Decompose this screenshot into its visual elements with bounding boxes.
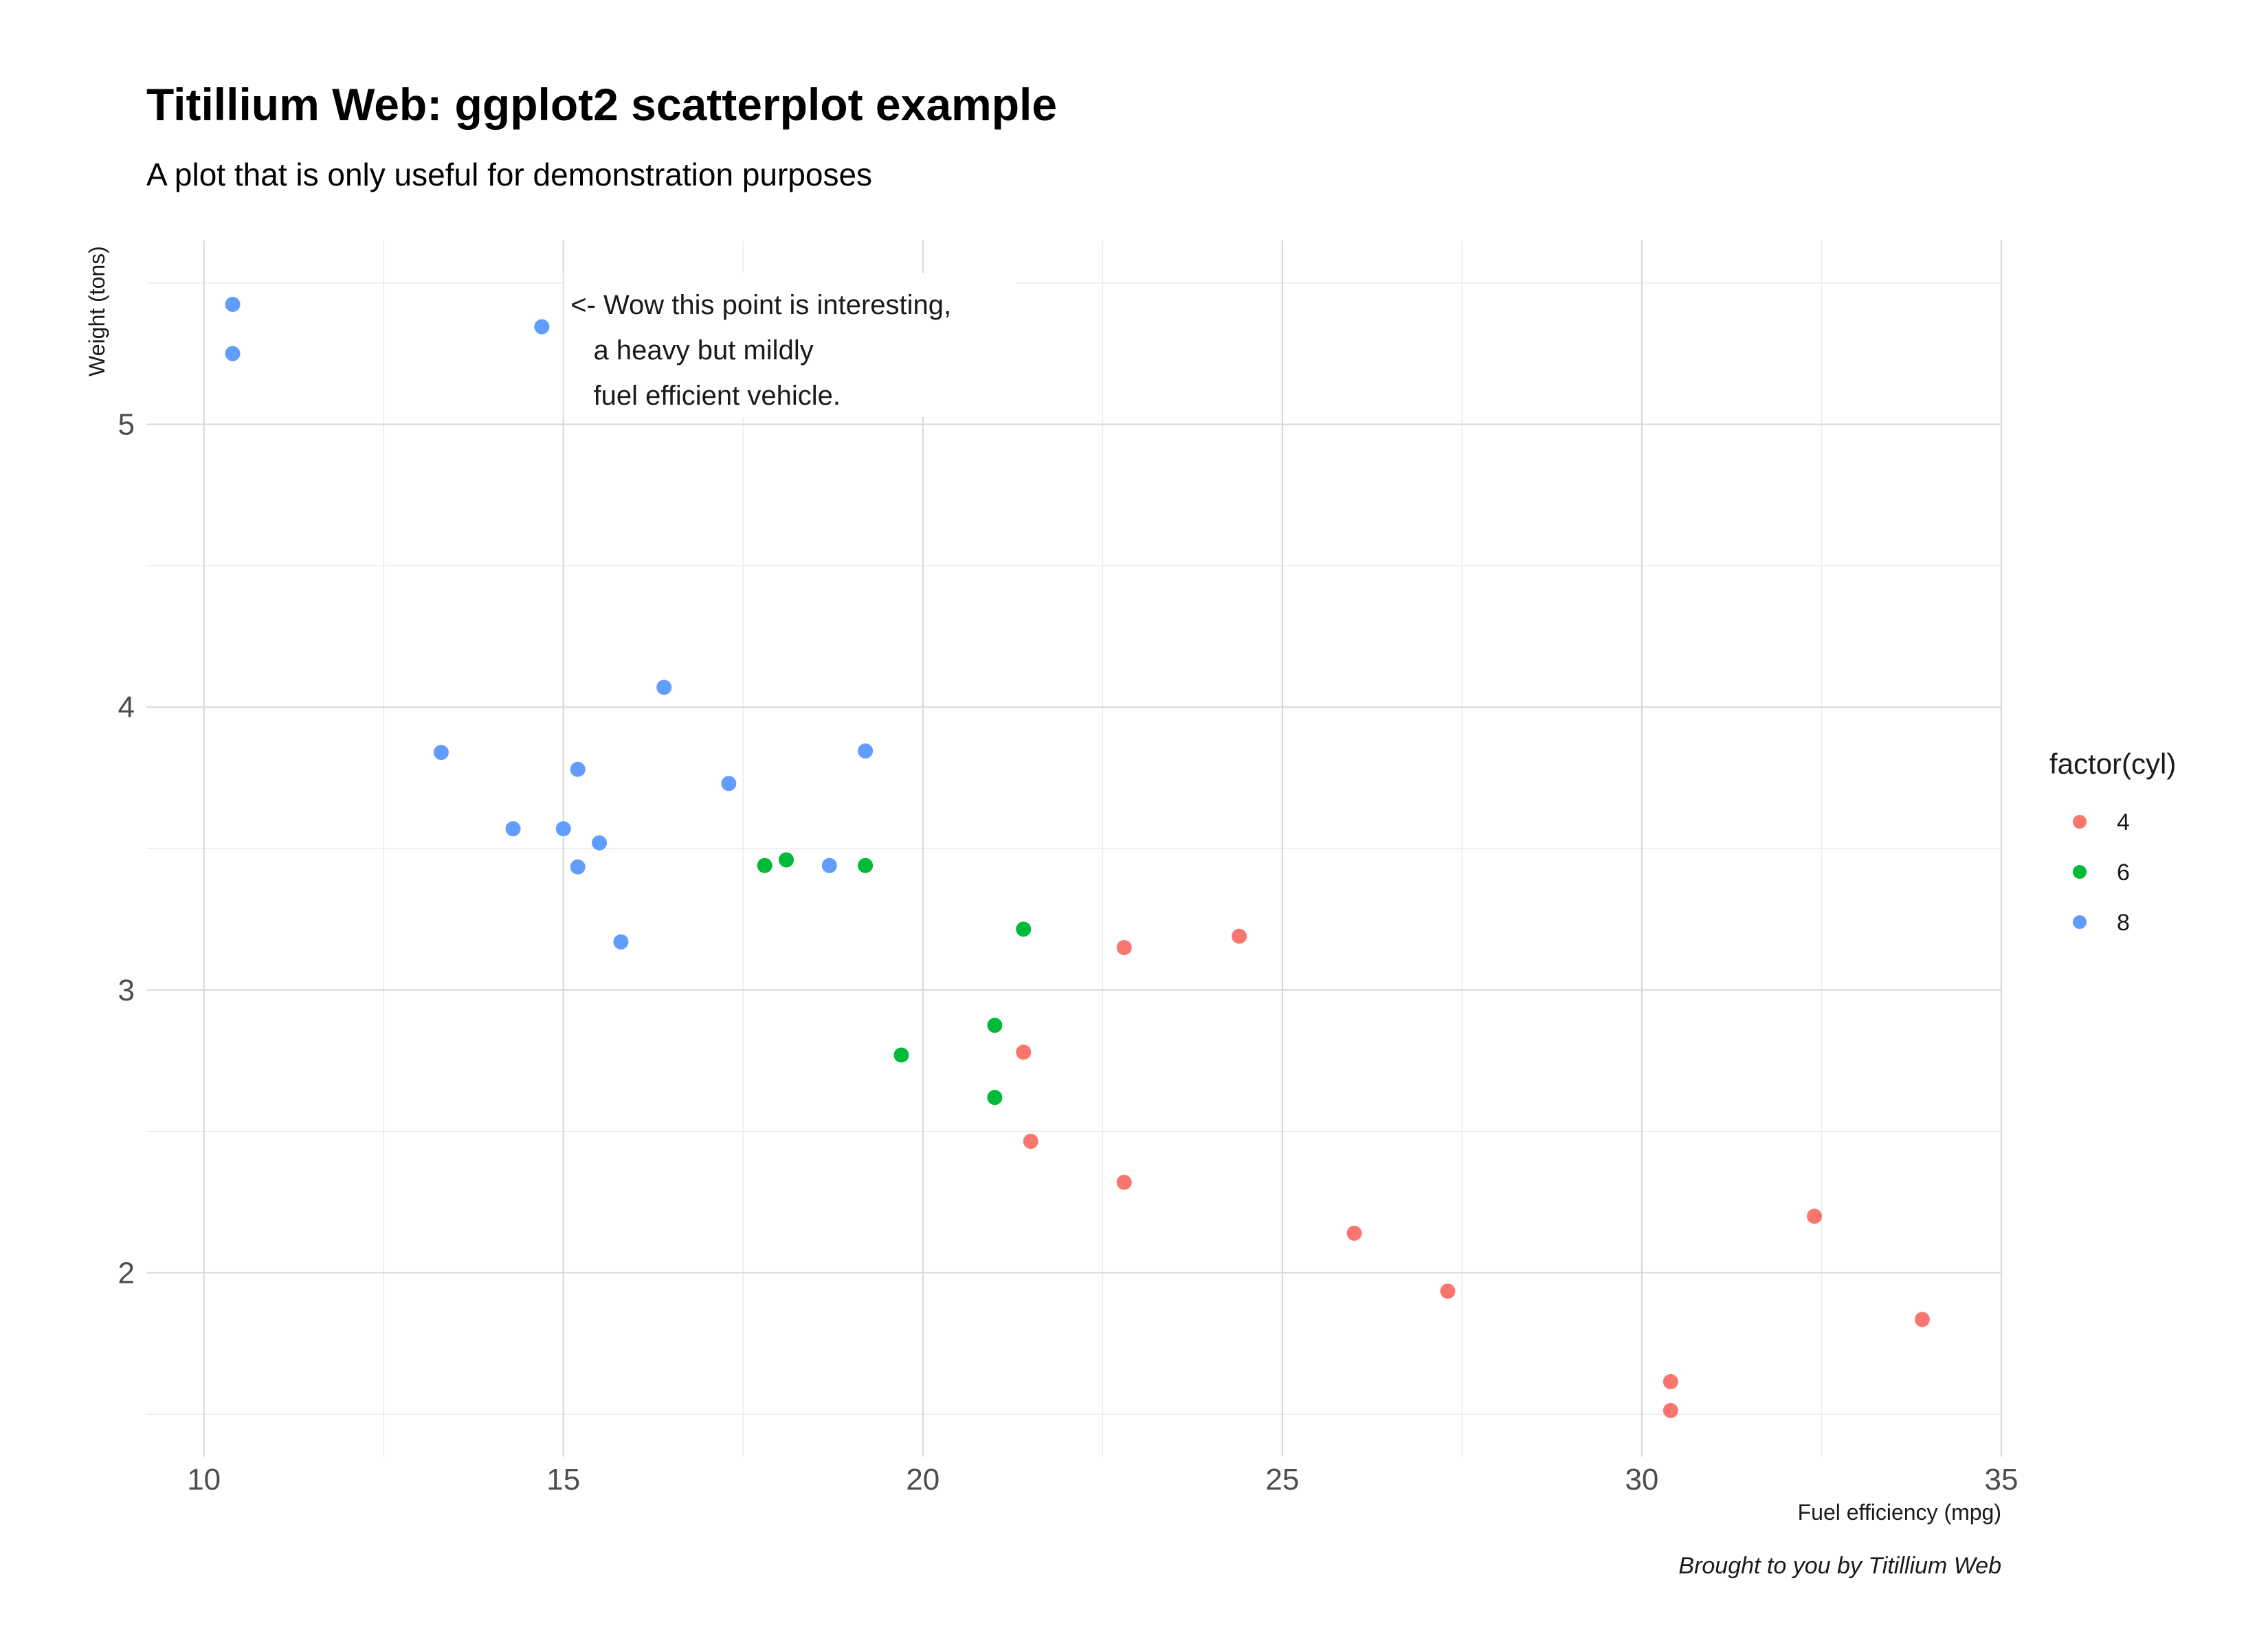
legend-label-6: 6 (2117, 860, 2130, 886)
x-tick-label: 15 (546, 1463, 580, 1496)
data-point-cyl-4 (1016, 1044, 1032, 1060)
y-tick-label: 5 (118, 408, 135, 442)
data-point-cyl-6 (1016, 921, 1032, 937)
data-point-cyl-6 (987, 1018, 1003, 1033)
legend-key-4 (2073, 815, 2087, 829)
x-tick-label: 30 (1625, 1463, 1658, 1496)
legend: factor(cyl) 4 6 8 (2049, 748, 2176, 936)
chart-title: Titillium Web: ggplot2 scatterplot examp… (146, 79, 1057, 130)
annotation-line: <- Wow this point is interesting, (570, 290, 951, 320)
data-point-cyl-8 (570, 761, 586, 777)
data-point-cyl-4 (1914, 1312, 1930, 1327)
legend-label-4: 4 (2117, 809, 2130, 835)
y-axis-title: Weight (tons) (85, 246, 109, 377)
data-point-cyl-8 (858, 743, 874, 759)
data-point-cyl-4 (1807, 1209, 1823, 1224)
y-tick-label: 4 (118, 691, 135, 724)
data-points (225, 297, 1930, 1418)
chart-caption: Brought to you by Titillium Web (1678, 1553, 2001, 1579)
data-point-cyl-6 (757, 857, 772, 873)
y-tick-labels: 2 3 4 5 (118, 408, 135, 1290)
data-point-cyl-4 (1023, 1134, 1038, 1149)
data-point-cyl-6 (987, 1090, 1003, 1106)
y-tick-label: 3 (118, 974, 135, 1007)
data-point-cyl-4 (1440, 1283, 1456, 1299)
x-tick-label: 35 (1985, 1463, 2019, 1496)
y-tick-label: 2 (118, 1256, 135, 1290)
legend-key-6 (2073, 865, 2087, 879)
data-point-cyl-8 (656, 680, 672, 695)
data-point-cyl-4 (1116, 940, 1132, 956)
data-point-cyl-8 (592, 835, 608, 851)
data-point-cyl-8 (570, 859, 586, 875)
data-point-cyl-8 (721, 776, 737, 792)
data-point-cyl-8 (433, 745, 449, 761)
data-point-cyl-8 (555, 821, 571, 837)
chart-subtitle: A plot that is only useful for demonstra… (146, 157, 872, 192)
data-point-cyl-8 (225, 297, 241, 313)
data-point-cyl-4 (1232, 928, 1247, 944)
annotation-line: fuel efficient vehicle. (570, 381, 841, 411)
x-tick-labels: 10 15 20 25 30 35 (187, 1463, 2018, 1496)
data-point-cyl-8 (505, 821, 521, 837)
x-tick-label: 20 (906, 1463, 940, 1496)
major-gridlines (146, 240, 2003, 1457)
data-point-cyl-4 (1346, 1225, 1362, 1241)
annotation: <- Wow this point is interesting, a heav… (564, 273, 1018, 418)
annotation-background (564, 273, 1018, 418)
data-point-cyl-4 (1663, 1402, 1678, 1418)
legend-label-8: 8 (2117, 910, 2130, 936)
data-point-cyl-8 (534, 319, 550, 335)
minor-gridlines (146, 240, 2001, 1457)
data-point-cyl-6 (858, 857, 874, 873)
data-point-cyl-8 (613, 934, 629, 950)
data-point-cyl-4 (1663, 1373, 1678, 1389)
data-point-cyl-8 (821, 857, 837, 873)
x-tick-label: 10 (187, 1463, 221, 1496)
annotation-line: a heavy but mildly (570, 335, 813, 366)
legend-key-8 (2073, 915, 2087, 929)
data-point-cyl-6 (779, 852, 794, 868)
data-point-cyl-6 (893, 1047, 909, 1063)
x-tick-label: 25 (1265, 1463, 1299, 1496)
data-point-cyl-4 (1116, 1174, 1132, 1190)
x-axis-title: Fuel efficiency (mpg) (1798, 1500, 2001, 1525)
legend-title: factor(cyl) (2049, 748, 2176, 780)
data-point-cyl-8 (225, 346, 241, 361)
